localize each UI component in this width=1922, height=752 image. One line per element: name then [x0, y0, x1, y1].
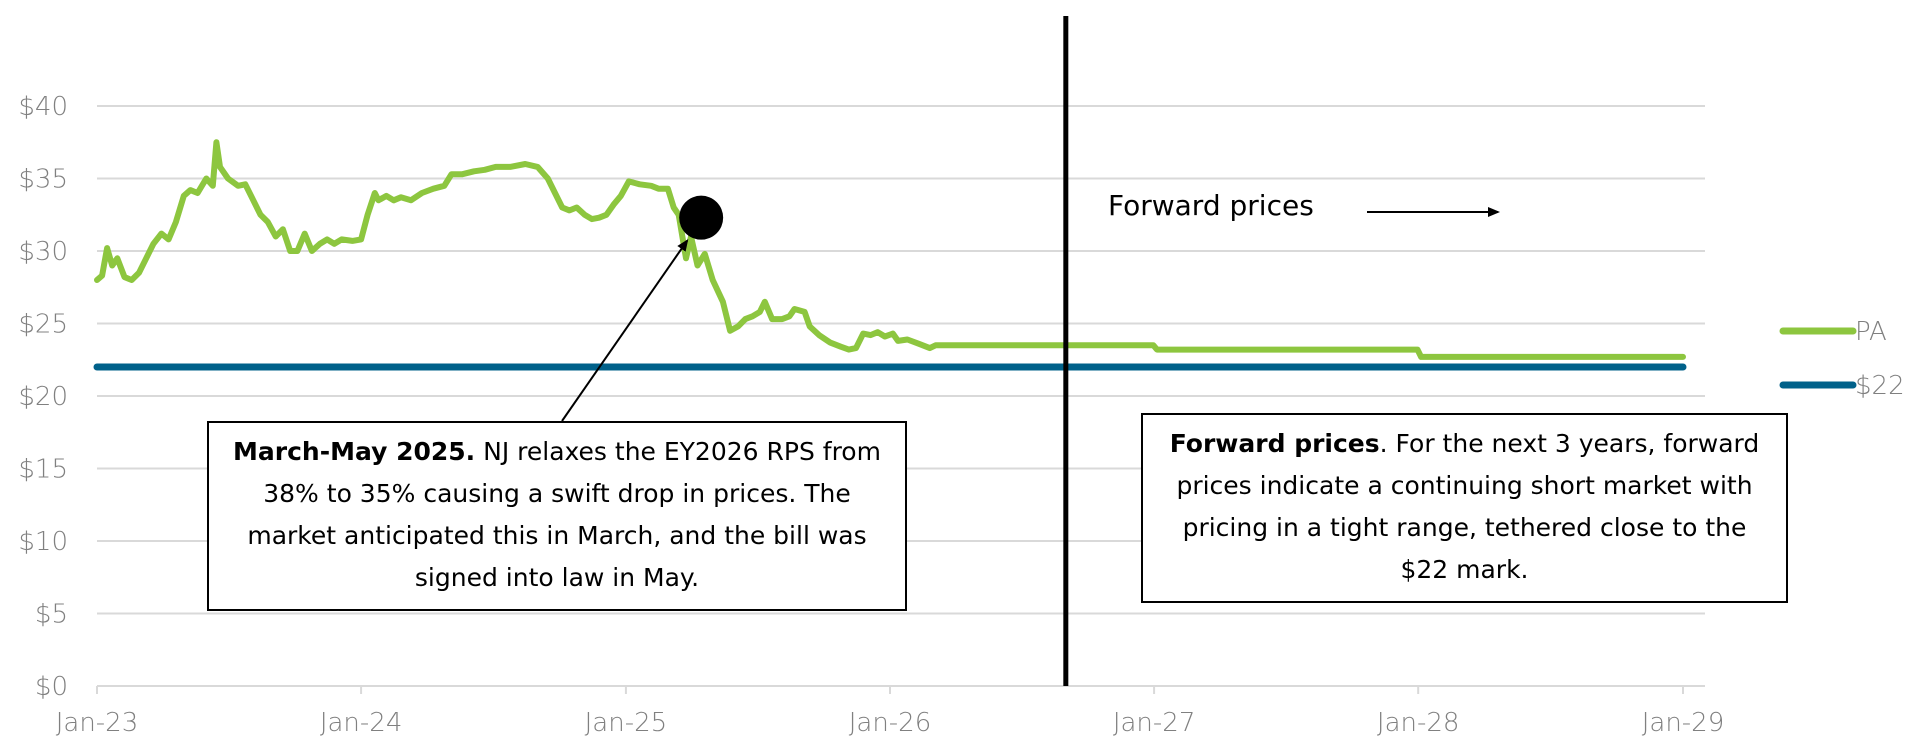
- y-tick-label: $30: [18, 237, 68, 267]
- annotation-lead: March-May 2025.: [233, 437, 476, 466]
- legend-label: PA: [1855, 317, 1887, 347]
- x-tick-label: Jan-28: [1377, 708, 1460, 738]
- series-lines: [93, 139, 1687, 371]
- x-tick-label: Jan-26: [849, 708, 932, 738]
- legend: PA $22: [1779, 317, 1905, 401]
- annotation-march-may-2025: March-May 2025. NJ relaxes the EY2026 RP…: [207, 421, 907, 611]
- x-tick-label: Jan-23: [56, 708, 139, 738]
- x-tick-label: Jan-24: [320, 708, 403, 738]
- overlays: [561, 16, 1500, 686]
- x-tick-label: Jan-25: [585, 708, 668, 738]
- x-axis-labels: Jan-23 Jan-24 Jan-25 Jan-26 Jan-27 Jan-28 Jan-…: [56, 708, 1725, 738]
- x-tick-label: Jan-27: [1113, 708, 1196, 738]
- forward-prices-label: Forward prices: [1108, 189, 1314, 222]
- event-marker: [679, 195, 724, 240]
- y-tick-label: $15: [18, 455, 68, 485]
- annotation-text: . For the next 3 years, forward prices i…: [1176, 429, 1760, 584]
- legend-label: $22: [1855, 371, 1905, 401]
- y-axis-labels: $0 $5 $10 $15 $20 $25 $30 $35 $40: [18, 92, 68, 702]
- y-tick-label: $40: [18, 92, 68, 122]
- y-tick-label: $5: [35, 600, 68, 630]
- y-tick-label: $20: [18, 382, 68, 412]
- series-line-pa: [94, 139, 1686, 360]
- annotation-arrow: [561, 239, 689, 422]
- annotation-lead: Forward prices: [1169, 429, 1380, 458]
- y-tick-label: $35: [18, 165, 68, 195]
- annotation-forward-prices: Forward prices. For the next 3 years, fo…: [1141, 413, 1788, 603]
- y-tick-label: $25: [18, 310, 68, 340]
- x-tick-label: Jan-29: [1642, 708, 1725, 738]
- x-axis: [96, 685, 1705, 694]
- annotation-text: NJ relaxes the EY2026 RPS from 38% to 35…: [247, 437, 881, 592]
- y-tick-label: $0: [35, 672, 68, 702]
- y-tick-label: $10: [18, 527, 68, 557]
